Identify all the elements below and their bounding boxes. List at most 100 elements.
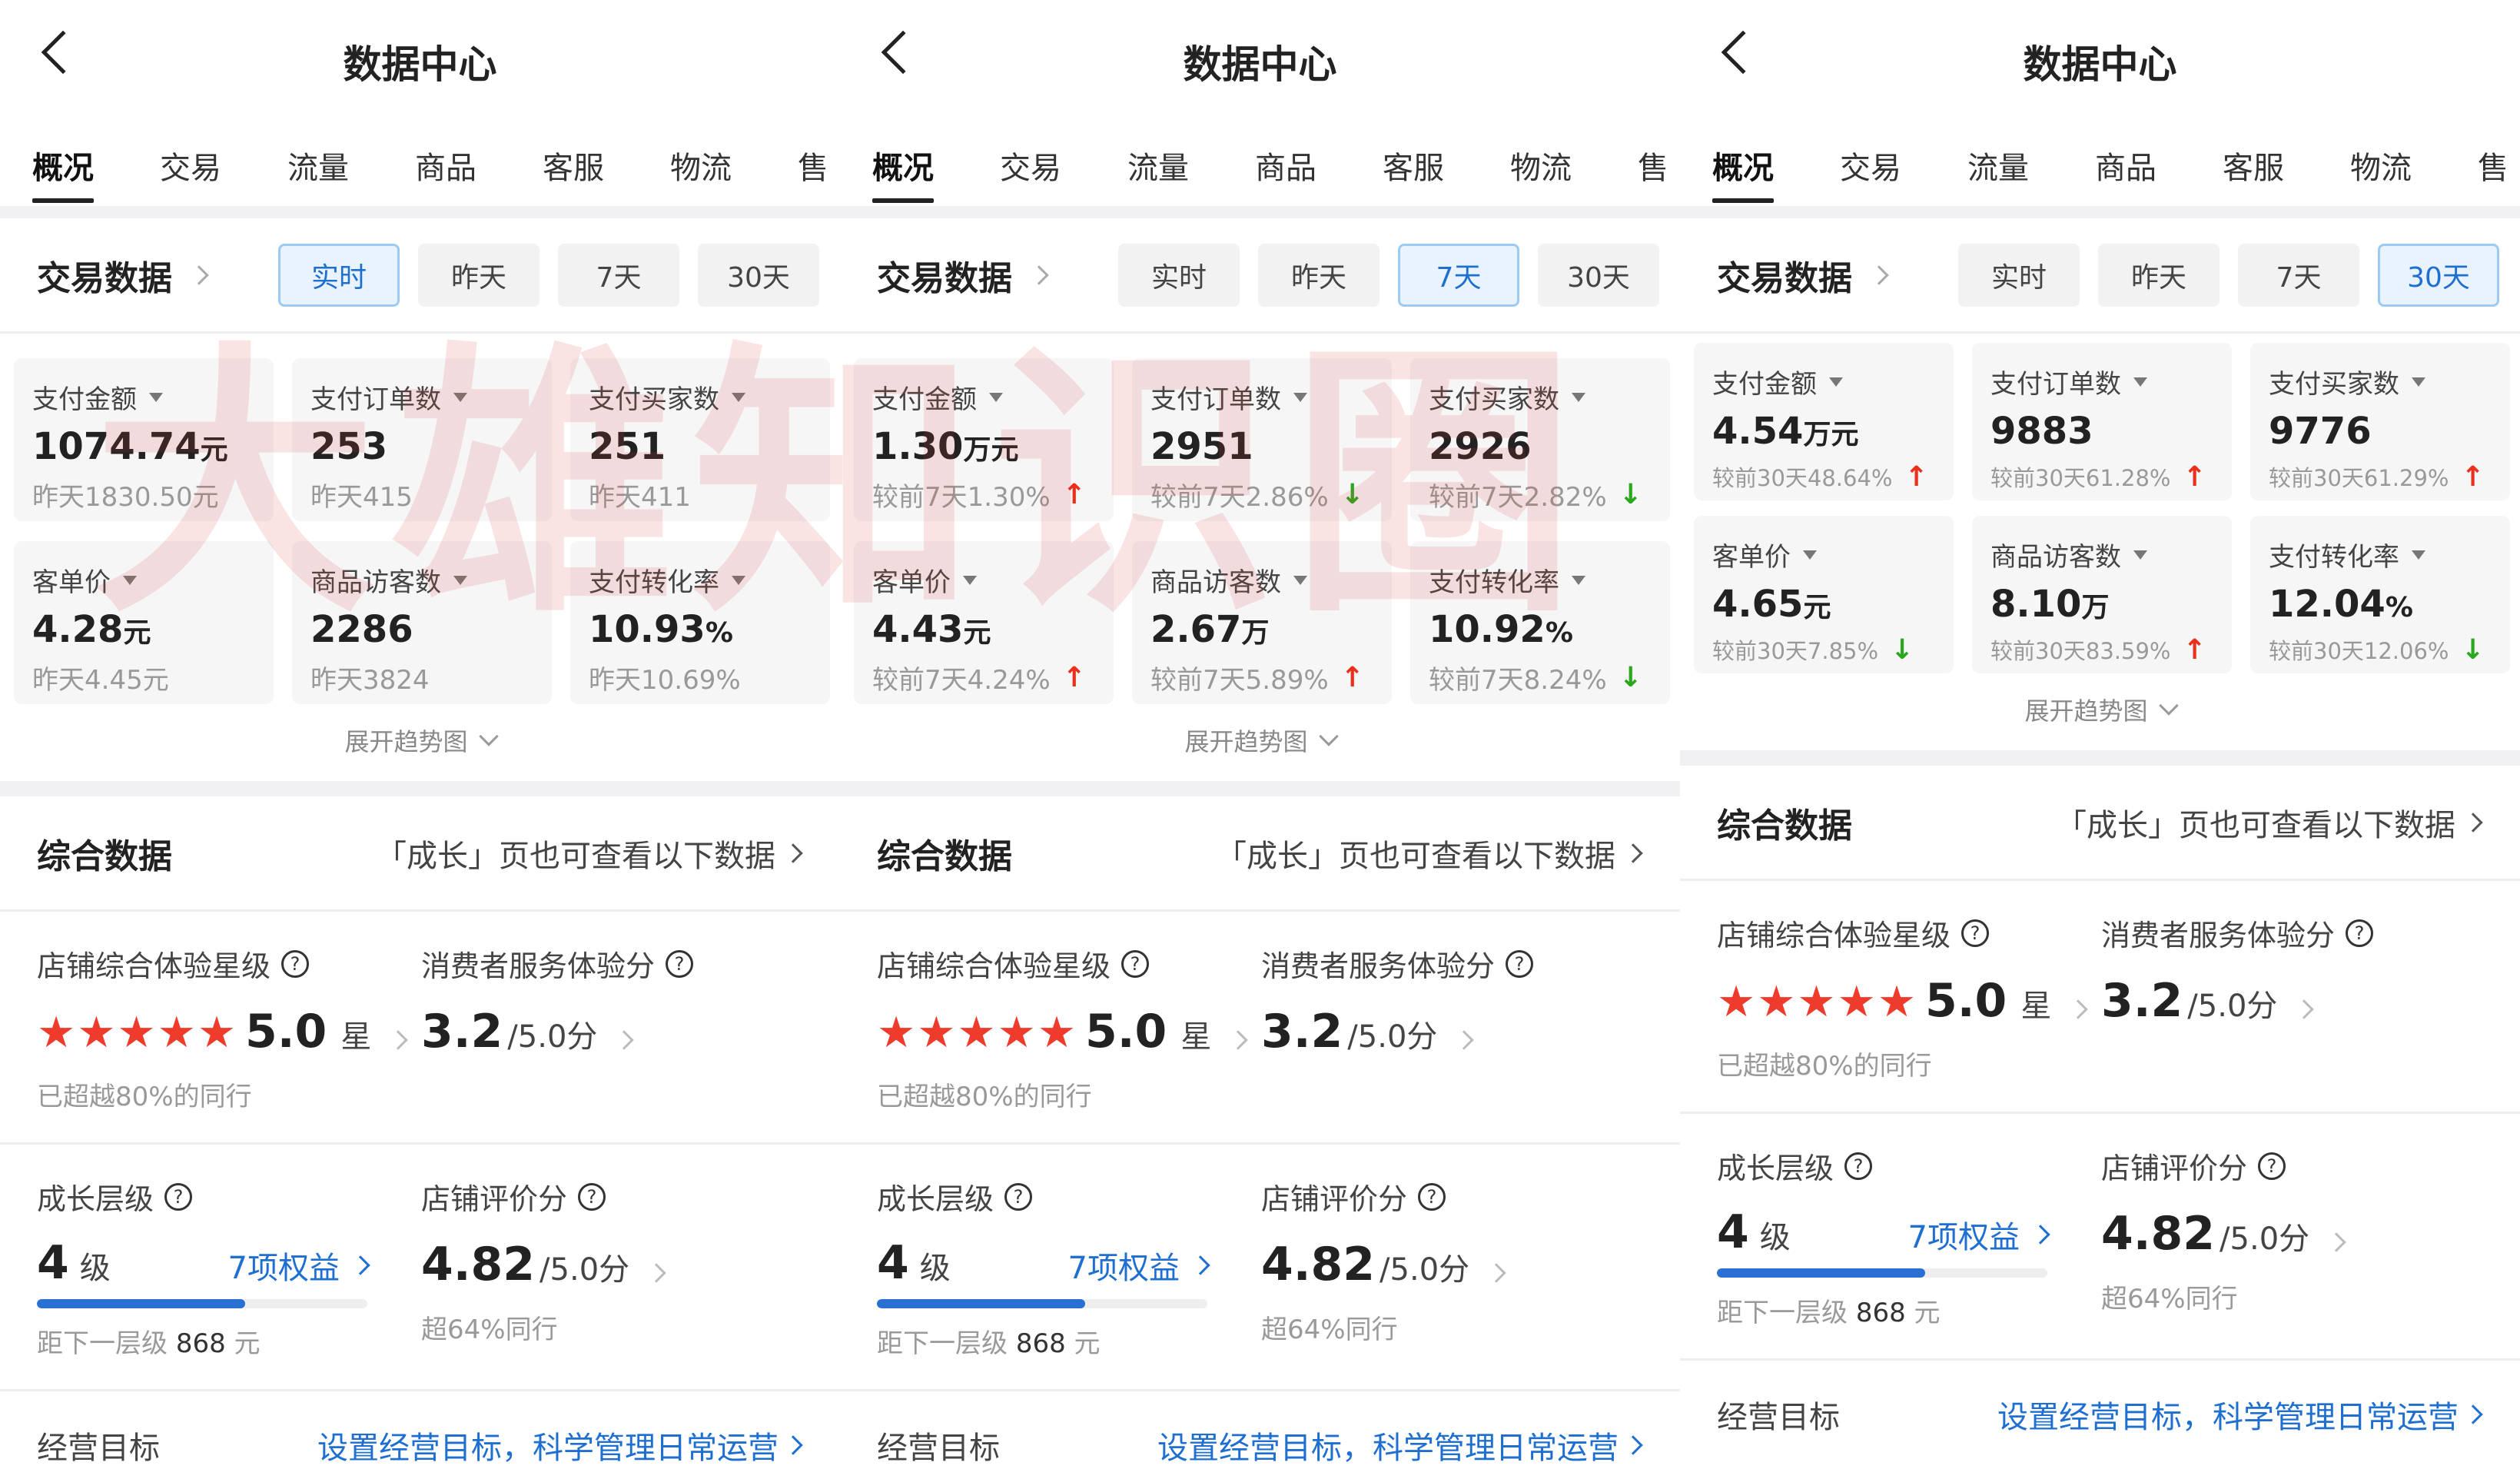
dropdown-triangle-icon[interactable]: [149, 392, 163, 402]
metric-card[interactable]: 支付买家数 2926 较前7天2.82% ↓: [1410, 358, 1670, 521]
store-star-rating[interactable]: 店铺综合体验星级? ★ ★ ★ ★ ★ 5.0 星 已超越80%的同行: [1717, 912, 2101, 1112]
help-icon[interactable]: ?: [2346, 919, 2374, 947]
service-score[interactable]: 消费者服务体验分? 3.2/5.0分: [1261, 942, 1661, 1142]
tab-2[interactable]: 交易: [1840, 151, 1901, 186]
metric-card[interactable]: 客单价 4.43元 较前7天4.24% ↑: [854, 541, 1114, 704]
dropdown-triangle-icon[interactable]: [1572, 575, 1585, 585]
dropdown-triangle-icon[interactable]: [732, 575, 745, 585]
dropdown-triangle-icon[interactable]: [963, 575, 977, 585]
tab-1[interactable]: 概况: [32, 115, 94, 206]
help-icon[interactable]: ?: [164, 1182, 193, 1211]
range-button[interactable]: 昨天: [2098, 243, 2220, 307]
tab-2[interactable]: 交易: [160, 151, 221, 186]
tab-5[interactable]: 客服: [1383, 151, 1444, 186]
tab-4[interactable]: 商品: [2095, 151, 2156, 186]
range-button[interactable]: 昨天: [1258, 243, 1380, 307]
help-icon[interactable]: ?: [1961, 919, 1990, 947]
dropdown-triangle-icon[interactable]: [2412, 377, 2425, 387]
tab-4[interactable]: 商品: [415, 151, 476, 186]
metric-card[interactable]: 客单价 4.28元 昨天4.45元: [14, 541, 274, 704]
tab-7[interactable]: 售: [798, 151, 828, 186]
metric-card[interactable]: 支付转化率 10.93% 昨天10.69%: [570, 541, 830, 704]
range-button[interactable]: 7天: [1398, 243, 1519, 307]
store-star-rating[interactable]: 店铺综合体验星级? ★ ★ ★ ★ ★ 5.0 星 已超越80%的同行: [37, 942, 421, 1142]
help-icon[interactable]: ?: [1004, 1182, 1033, 1211]
help-icon[interactable]: ?: [1506, 949, 1534, 978]
range-button[interactable]: 实时: [278, 243, 400, 307]
set-goal-link[interactable]: 设置经营目标，科学管理日常运营: [1997, 1392, 2483, 1437]
store-review-score[interactable]: 店铺评价分? 4.82/5.0分 超64%同行: [1261, 1175, 1661, 1389]
metric-card[interactable]: 商品访客数 2.67万 较前7天5.89% ↑: [1132, 541, 1392, 704]
tab-7[interactable]: 售: [2478, 151, 2508, 186]
metric-card[interactable]: 商品访客数 2286 昨天3824: [292, 541, 552, 704]
metric-card[interactable]: 支付金额 4.54万元 较前30天48.64% ↑: [1694, 343, 1954, 500]
dropdown-triangle-icon[interactable]: [1572, 392, 1585, 402]
metric-card[interactable]: 支付买家数 9776 较前30天61.29% ↑: [2250, 343, 2510, 500]
store-review-score[interactable]: 店铺评价分? 4.82/5.0分 超64%同行: [421, 1175, 821, 1389]
metric-card[interactable]: 支付订单数 253 昨天415: [292, 358, 552, 521]
dropdown-triangle-icon[interactable]: [453, 575, 467, 585]
growth-page-link[interactable]: 「成长」页也可查看以下数据: [1216, 831, 1643, 876]
trade-data-link[interactable]: 交易数据: [1717, 251, 1940, 300]
tab-4[interactable]: 商品: [1255, 151, 1316, 186]
metric-card[interactable]: 支付订单数 9883 较前30天61.28% ↑: [1972, 343, 2232, 500]
tab-6[interactable]: 物流: [1510, 151, 1572, 186]
growth-page-link[interactable]: 「成长」页也可查看以下数据: [376, 831, 803, 876]
dropdown-triangle-icon[interactable]: [1803, 550, 1817, 560]
help-icon[interactable]: ?: [666, 949, 694, 978]
metric-card[interactable]: 商品访客数 8.10万 较前30天83.59% ↑: [1972, 516, 2232, 673]
rights-link[interactable]: 7项权益: [1908, 1212, 2050, 1257]
store-star-rating[interactable]: 店铺综合体验星级? ★ ★ ★ ★ ★ 5.0 星 已超越80%的同行: [877, 942, 1261, 1142]
metric-card[interactable]: 支付金额 1.30万元 较前7天1.30% ↑: [854, 358, 1114, 521]
range-button[interactable]: 实时: [1958, 243, 2080, 307]
tab-7[interactable]: 售: [1638, 151, 1668, 186]
range-button[interactable]: 实时: [1118, 243, 1240, 307]
growth-page-link[interactable]: 「成长」页也可查看以下数据: [2056, 800, 2483, 845]
metric-card[interactable]: 支付买家数 251 昨天411: [570, 358, 830, 521]
metric-card[interactable]: 支付订单数 2951 较前7天2.86% ↓: [1132, 358, 1392, 521]
range-button[interactable]: 30天: [698, 243, 819, 307]
set-goal-link[interactable]: 设置经营目标，科学管理日常运营: [1157, 1423, 1643, 1467]
dropdown-triangle-icon[interactable]: [2133, 550, 2147, 560]
tab-3[interactable]: 流量: [1127, 151, 1189, 186]
range-button[interactable]: 30天: [2378, 243, 2499, 307]
dropdown-triangle-icon[interactable]: [123, 575, 137, 585]
metric-card[interactable]: 客单价 4.65元 较前30天7.85% ↓: [1694, 516, 1954, 673]
tab-5[interactable]: 客服: [2223, 151, 2284, 186]
tab-3[interactable]: 流量: [1967, 151, 2029, 186]
range-button[interactable]: 7天: [558, 243, 679, 307]
metric-card[interactable]: 支付转化率 10.92% 较前7天8.24% ↓: [1410, 541, 1670, 704]
tab-5[interactable]: 客服: [543, 151, 604, 186]
range-button[interactable]: 7天: [2238, 243, 2359, 307]
set-goal-link[interactable]: 设置经营目标，科学管理日常运营: [317, 1423, 803, 1467]
help-icon[interactable]: ?: [578, 1182, 606, 1211]
rights-link[interactable]: 7项权益: [228, 1243, 370, 1288]
tab-2[interactable]: 交易: [1000, 151, 1061, 186]
tab-6[interactable]: 物流: [2350, 151, 2412, 186]
tab-1[interactable]: 概况: [1712, 115, 1774, 206]
dropdown-triangle-icon[interactable]: [1829, 377, 1843, 387]
trade-data-link[interactable]: 交易数据: [877, 251, 1100, 300]
rights-link[interactable]: 7项权益: [1068, 1243, 1210, 1288]
dropdown-triangle-icon[interactable]: [989, 392, 1003, 402]
trade-data-link[interactable]: 交易数据: [37, 251, 260, 300]
metric-card[interactable]: 支付金额 1074.74元 昨天1830.50元: [14, 358, 274, 521]
help-icon[interactable]: ?: [281, 949, 310, 978]
help-icon[interactable]: ?: [1418, 1182, 1446, 1211]
range-button[interactable]: 30天: [1538, 243, 1659, 307]
store-review-score[interactable]: 店铺评价分? 4.82/5.0分 超64%同行: [2101, 1145, 2501, 1358]
dropdown-triangle-icon[interactable]: [1293, 392, 1307, 402]
tab-1[interactable]: 概况: [872, 115, 934, 206]
metric-card[interactable]: 支付转化率 12.04% 较前30天12.06% ↓: [2250, 516, 2510, 673]
help-icon[interactable]: ?: [1121, 949, 1150, 978]
dropdown-triangle-icon[interactable]: [732, 392, 745, 402]
service-score[interactable]: 消费者服务体验分? 3.2/5.0分: [421, 942, 821, 1142]
dropdown-triangle-icon[interactable]: [2133, 377, 2147, 387]
tab-3[interactable]: 流量: [287, 151, 349, 186]
expand-trend-button[interactable]: 展开趋势图: [840, 704, 1680, 781]
range-button[interactable]: 昨天: [418, 243, 540, 307]
help-icon[interactable]: ?: [2258, 1152, 2286, 1180]
